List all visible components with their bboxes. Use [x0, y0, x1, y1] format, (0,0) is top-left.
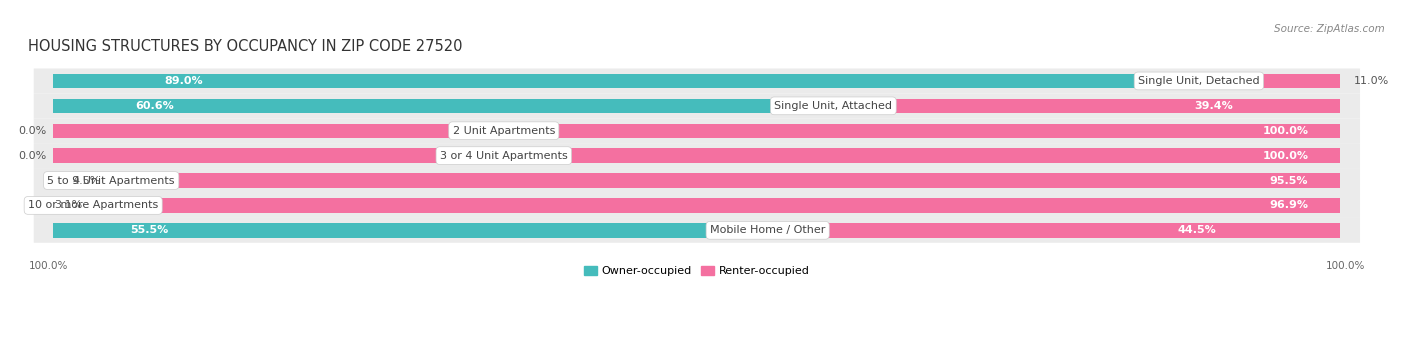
Bar: [53, 99, 834, 113]
Text: 96.9%: 96.9%: [1270, 201, 1309, 210]
Text: HOUSING STRUCTURES BY OCCUPANCY IN ZIP CODE 27520: HOUSING STRUCTURES BY OCCUPANCY IN ZIP C…: [28, 39, 463, 54]
Text: 89.0%: 89.0%: [165, 76, 202, 86]
Text: 4.5%: 4.5%: [73, 176, 101, 186]
Text: 11.0%: 11.0%: [1354, 76, 1389, 86]
Text: 0.0%: 0.0%: [18, 126, 46, 136]
FancyBboxPatch shape: [34, 218, 1360, 243]
Bar: [53, 223, 768, 238]
FancyBboxPatch shape: [34, 143, 1360, 168]
Text: Mobile Home / Other: Mobile Home / Other: [710, 225, 825, 235]
Text: 2 Unit Apartments: 2 Unit Apartments: [453, 126, 555, 136]
Bar: [1199, 74, 1340, 88]
Legend: Owner-occupied, Renter-occupied: Owner-occupied, Renter-occupied: [579, 262, 814, 281]
Bar: [53, 198, 93, 213]
Text: 5 to 9 Unit Apartments: 5 to 9 Unit Apartments: [48, 176, 174, 186]
Text: 44.5%: 44.5%: [1178, 225, 1216, 235]
Text: Single Unit, Attached: Single Unit, Attached: [775, 101, 893, 111]
Bar: [111, 173, 1340, 188]
Text: 3 or 4 Unit Apartments: 3 or 4 Unit Apartments: [440, 151, 568, 161]
Text: 60.6%: 60.6%: [135, 101, 174, 111]
Text: 100.0%: 100.0%: [30, 261, 69, 271]
Text: 0.0%: 0.0%: [18, 151, 46, 161]
Text: 100.0%: 100.0%: [1263, 126, 1309, 136]
Text: 100.0%: 100.0%: [1326, 261, 1365, 271]
Text: 100.0%: 100.0%: [1263, 151, 1309, 161]
Text: 10 or more Apartments: 10 or more Apartments: [28, 201, 159, 210]
FancyBboxPatch shape: [34, 118, 1360, 143]
Text: 55.5%: 55.5%: [129, 225, 167, 235]
Bar: [93, 198, 1340, 213]
Bar: [768, 223, 1340, 238]
Text: 95.5%: 95.5%: [1270, 176, 1309, 186]
Bar: [834, 99, 1340, 113]
Bar: [53, 123, 1340, 138]
Bar: [53, 148, 1340, 163]
FancyBboxPatch shape: [34, 69, 1360, 93]
Text: Source: ZipAtlas.com: Source: ZipAtlas.com: [1274, 24, 1385, 34]
FancyBboxPatch shape: [34, 93, 1360, 118]
Bar: [53, 74, 1199, 88]
Bar: [53, 173, 111, 188]
Text: 3.1%: 3.1%: [55, 201, 83, 210]
Text: 39.4%: 39.4%: [1194, 101, 1233, 111]
FancyBboxPatch shape: [34, 193, 1360, 218]
Text: Single Unit, Detached: Single Unit, Detached: [1137, 76, 1260, 86]
FancyBboxPatch shape: [34, 168, 1360, 193]
